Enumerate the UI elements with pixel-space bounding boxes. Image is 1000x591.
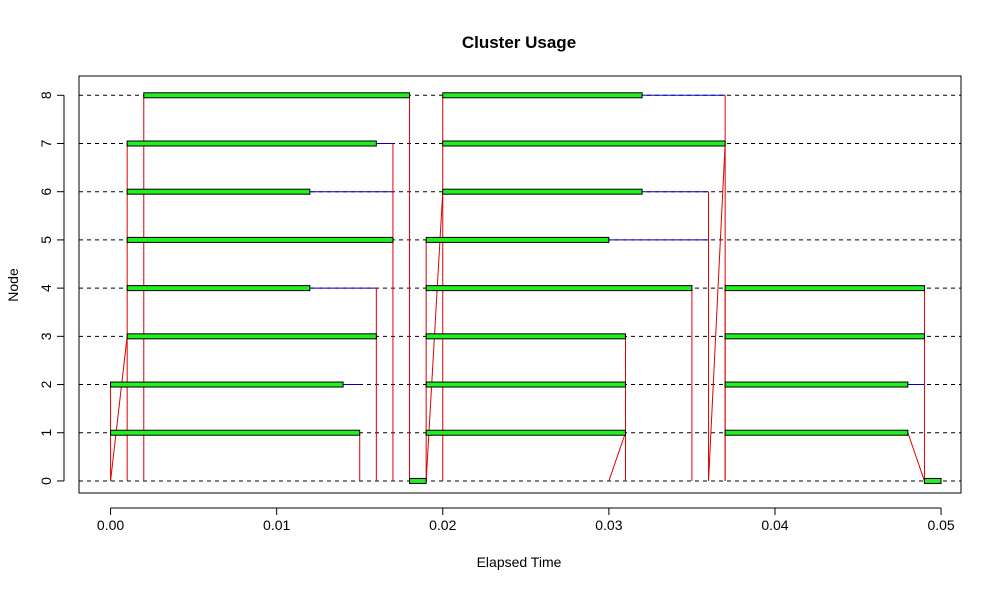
x-tick-label-1: 0.01	[263, 517, 290, 533]
x-tick-label-3: 0.03	[595, 517, 622, 533]
y-tick-label-6: 6	[38, 188, 54, 196]
busy-bar-16	[425, 429, 626, 436]
busy-bar-15	[425, 381, 626, 388]
y-tick-label-5: 5	[38, 236, 54, 244]
chart-title: Cluster Usage	[462, 33, 576, 52]
busy-bar-2	[126, 188, 311, 195]
busy-bar-12	[425, 236, 610, 243]
x-tick-label-0: 0.00	[97, 517, 124, 533]
x-axis-label: Elapsed Time	[477, 554, 562, 570]
x-axis: 0.00 0.01 0.02 0.03 0.04 0.05	[97, 507, 955, 533]
y-tick-label-2: 2	[38, 380, 54, 388]
busy-bar-17	[724, 285, 925, 292]
message-line-15	[708, 143, 726, 481]
y-axis: 0 1 2 3 4 5 6 7 8	[38, 91, 65, 485]
busy-bar-21	[923, 477, 942, 484]
y-axis-label: Node	[5, 268, 21, 302]
busy-bar-14	[425, 333, 626, 340]
busy-bar-10	[442, 140, 726, 147]
y-tick-label-4: 4	[38, 284, 54, 292]
y-tick-label-3: 3	[38, 332, 54, 340]
x-tick-label-2: 0.02	[429, 517, 456, 533]
y-tick-label-1: 1	[38, 429, 54, 437]
busy-bar-9	[442, 92, 643, 99]
busy-bar-19	[724, 381, 909, 388]
x-tick-label-5: 0.05	[927, 517, 954, 533]
y-tick-label-7: 7	[38, 139, 54, 147]
x-tick-label-4: 0.04	[761, 517, 788, 533]
busy-bars	[110, 92, 942, 484]
busy-bar-4	[126, 285, 311, 292]
busy-bar-8	[409, 477, 427, 484]
busy-bar-6	[110, 381, 344, 388]
busy-bar-5	[126, 333, 377, 340]
busy-bar-7	[110, 429, 361, 436]
busy-bar-18	[724, 333, 925, 340]
message-line-19	[907, 432, 925, 482]
y-tick-label-0: 0	[38, 477, 54, 485]
busy-bar-13	[425, 285, 693, 292]
busy-bar-11	[442, 188, 643, 195]
busy-bar-20	[724, 429, 909, 436]
wait-segments	[309, 94, 925, 386]
busy-bar-3	[126, 236, 394, 243]
plot-frame	[78, 75, 962, 494]
busy-bar-0	[143, 92, 411, 99]
busy-bar-1	[126, 140, 377, 147]
y-tick-label-8: 8	[38, 91, 54, 99]
message-line-1	[110, 336, 128, 482]
message-line-11	[608, 432, 626, 482]
